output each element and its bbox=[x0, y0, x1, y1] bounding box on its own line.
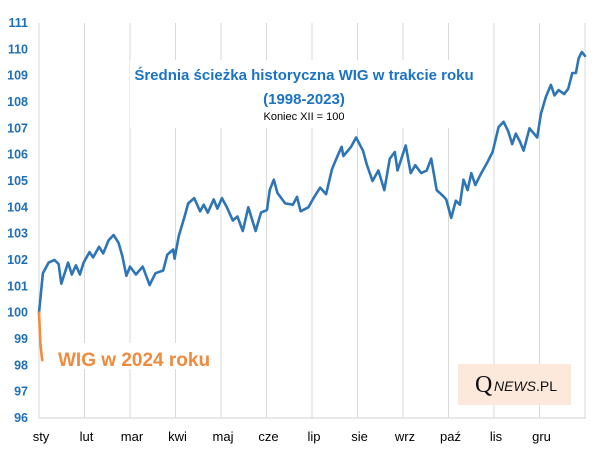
x-tick-label: lut bbox=[80, 429, 94, 444]
series-lines bbox=[37, 50, 587, 362]
y-tick-label: 101 bbox=[7, 279, 28, 293]
x-tick-label: lis bbox=[490, 429, 503, 444]
y-tick-label: 104 bbox=[7, 200, 28, 214]
y-tick-label: 108 bbox=[7, 95, 28, 109]
chart-subtitle: Koniec XII = 100 bbox=[263, 111, 344, 123]
x-tick-label: lip bbox=[307, 429, 320, 444]
annotation-background bbox=[56, 343, 206, 369]
y-tick-label: 106 bbox=[7, 148, 28, 162]
x-tick-label: sty bbox=[33, 429, 50, 444]
y-tick-label: 107 bbox=[7, 121, 28, 135]
x-tick-label: mar bbox=[121, 429, 144, 444]
y-tick-label: 103 bbox=[7, 227, 28, 241]
y-axis-ticks: 96 97 98 99 100 101 102 103 104 105 106 107 108 109 11… bbox=[7, 16, 28, 425]
series-line-wig-2024 bbox=[37, 311, 44, 362]
y-tick-label: 100 bbox=[7, 306, 28, 320]
x-tick-label: paź bbox=[440, 429, 461, 444]
svg-text:Q: Q bbox=[475, 372, 492, 398]
series-line-historical-average bbox=[37, 50, 587, 314]
annotation-wig-2024: WIG w 2024 roku bbox=[58, 350, 210, 371]
x-axis-ticks: sty lut mar kwi maj cze lip sie wrz paź lis gru bbox=[33, 429, 551, 444]
svg-text:NEWS: NEWS bbox=[494, 378, 537, 394]
chart-title: Średnia ścieżka historyczna WIG w trakci… bbox=[134, 66, 473, 84]
y-tick-label: 98 bbox=[14, 358, 28, 372]
x-tick-label: cze bbox=[258, 429, 278, 444]
x-tick-label: wrz bbox=[394, 429, 415, 444]
y-tick-label: 109 bbox=[7, 69, 28, 83]
svg-text:.PL: .PL bbox=[536, 378, 557, 394]
y-tick-label: 105 bbox=[7, 174, 28, 188]
y-tick-label: 111 bbox=[9, 16, 29, 30]
qnews-logo: Q NEWS .PL bbox=[458, 364, 571, 405]
y-tick-label: 102 bbox=[7, 253, 28, 267]
x-tick-label: kwi bbox=[168, 429, 187, 444]
title-background bbox=[130, 60, 478, 128]
y-tick-label: 97 bbox=[14, 385, 28, 399]
chart-title-years: (1998-2023) bbox=[263, 91, 345, 108]
y-tick-label: 110 bbox=[8, 42, 28, 56]
y-tick-label: 99 bbox=[14, 332, 28, 346]
x-tick-label: gru bbox=[532, 429, 551, 444]
y-tick-label: 96 bbox=[14, 411, 28, 425]
x-tick-label: maj bbox=[213, 429, 234, 444]
x-tick-label: sie bbox=[351, 429, 368, 444]
